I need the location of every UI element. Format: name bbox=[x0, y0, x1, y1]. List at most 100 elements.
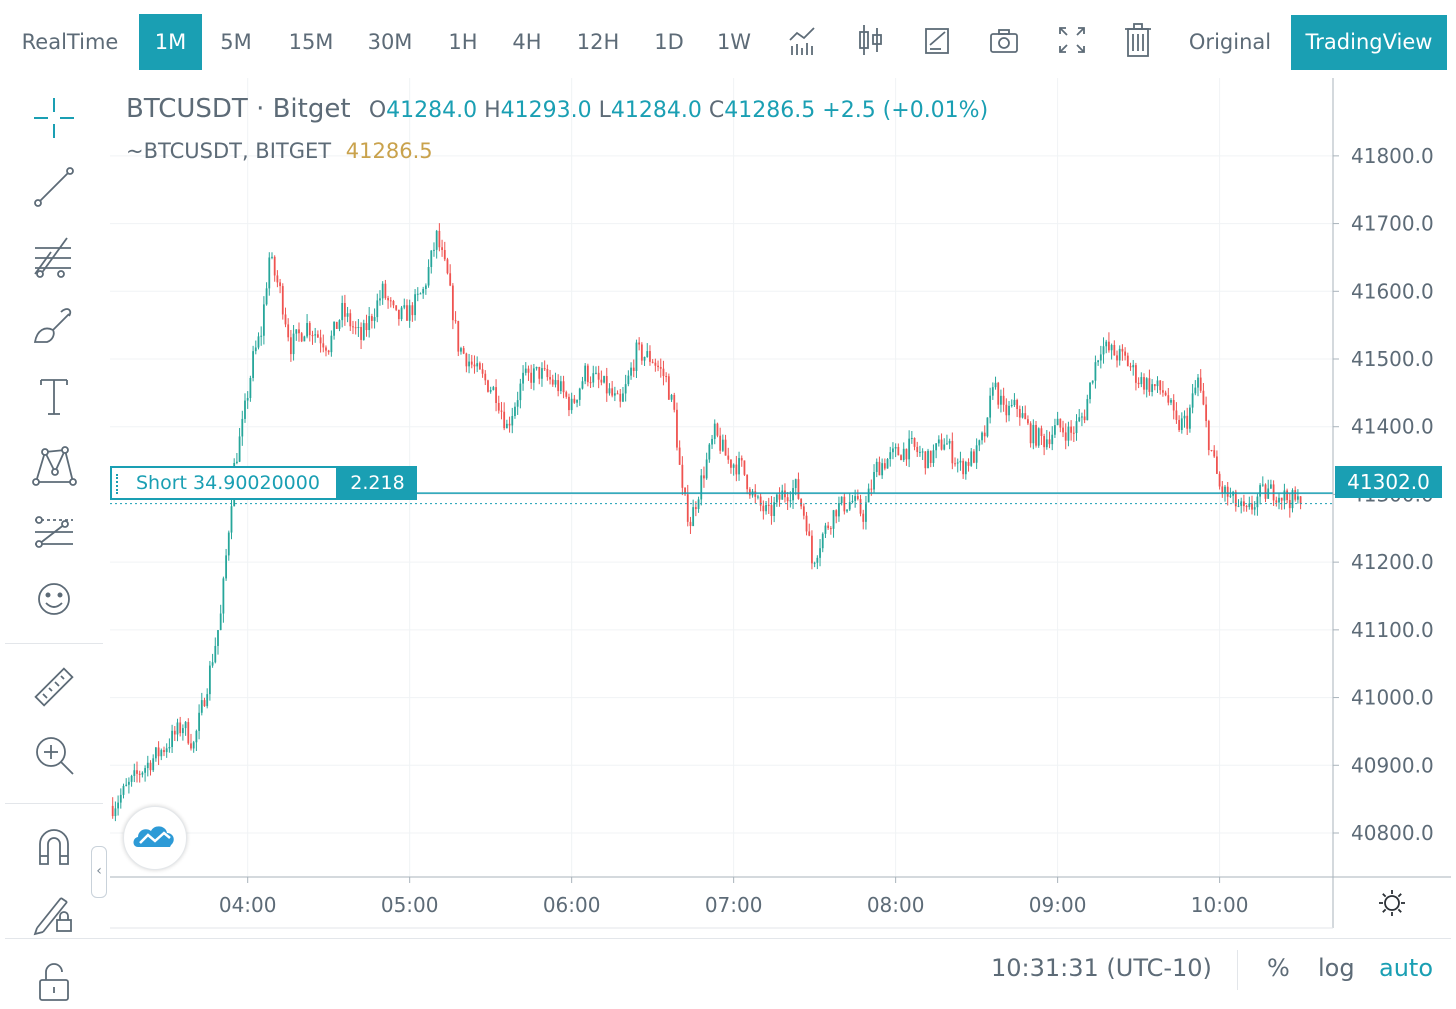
candle-body bbox=[1008, 405, 1010, 416]
candle-body bbox=[875, 461, 878, 473]
auto-toggle[interactable]: auto bbox=[1379, 954, 1434, 982]
indicators-icon[interactable] bbox=[787, 22, 817, 58]
camera-icon[interactable] bbox=[989, 22, 1019, 58]
short-position-qty[interactable]: 2.218 bbox=[338, 466, 417, 500]
candle-body bbox=[187, 722, 190, 744]
candle-body bbox=[195, 730, 198, 743]
candle-body bbox=[335, 321, 338, 329]
candle-body bbox=[541, 368, 543, 379]
candle-body bbox=[1000, 395, 1002, 405]
candle-body bbox=[532, 368, 535, 383]
candle-body bbox=[910, 437, 913, 439]
candle-body bbox=[721, 439, 724, 451]
candle-body bbox=[576, 399, 578, 403]
candle-body bbox=[246, 397, 249, 401]
log-toggle[interactable]: log bbox=[1318, 954, 1355, 982]
settings-gear-icon[interactable] bbox=[1379, 890, 1405, 916]
tradingview-button[interactable]: TradingView bbox=[1291, 15, 1447, 70]
candle-body bbox=[1229, 495, 1232, 497]
interval-1m[interactable]: 1M bbox=[139, 14, 202, 70]
candle-body bbox=[1145, 378, 1148, 390]
candle-body bbox=[1210, 450, 1213, 452]
candle-body bbox=[1143, 377, 1145, 390]
candle-body bbox=[171, 730, 173, 747]
tradingview-logo[interactable] bbox=[123, 806, 187, 870]
candle-body bbox=[824, 525, 827, 534]
percent-toggle[interactable]: % bbox=[1267, 954, 1290, 982]
candle-body bbox=[1207, 421, 1210, 451]
trend-line-icon[interactable] bbox=[31, 164, 77, 210]
candle-body bbox=[973, 451, 975, 463]
candle-body bbox=[554, 380, 557, 385]
candle-body bbox=[192, 742, 195, 749]
original-button[interactable]: Original bbox=[1188, 30, 1272, 54]
edit-icon[interactable] bbox=[923, 22, 953, 58]
interval-realtime[interactable]: RealTime bbox=[21, 30, 119, 54]
candle-body bbox=[854, 496, 857, 501]
pattern-icon[interactable] bbox=[31, 442, 77, 488]
magnet-icon[interactable] bbox=[31, 824, 77, 870]
interval-5m[interactable]: 5M bbox=[220, 30, 252, 54]
candle-body bbox=[740, 458, 743, 461]
lock-drawing-icon[interactable] bbox=[31, 890, 77, 936]
candle-body bbox=[1097, 360, 1100, 363]
candle-body bbox=[924, 451, 927, 469]
candle-body bbox=[511, 416, 514, 426]
candle-body bbox=[651, 361, 654, 363]
fib-icon[interactable] bbox=[31, 234, 77, 280]
candle-body bbox=[792, 488, 794, 501]
interval-1w[interactable]: 1W bbox=[716, 30, 752, 54]
candle-body bbox=[865, 502, 867, 522]
short-position-label[interactable]: Short 34.90020000 bbox=[110, 466, 338, 500]
candle-body bbox=[349, 313, 352, 327]
candle-body bbox=[354, 327, 357, 329]
candle-type-icon[interactable] bbox=[855, 22, 885, 58]
candle-body bbox=[1226, 486, 1229, 497]
candle-body bbox=[173, 730, 176, 735]
clock-timezone[interactable]: 10:31:31 (UTC-10) bbox=[991, 954, 1212, 982]
unlock-icon[interactable] bbox=[31, 958, 77, 1004]
interval-1h[interactable]: 1H bbox=[448, 30, 478, 54]
candle-body bbox=[1183, 415, 1186, 419]
collapse-sidebar-button[interactable]: ‹ bbox=[91, 846, 107, 898]
candle-body bbox=[1062, 427, 1064, 433]
candle-body bbox=[1245, 506, 1248, 508]
text-icon[interactable] bbox=[31, 374, 77, 420]
interval-1d[interactable]: 1D bbox=[654, 30, 684, 54]
prediction-icon[interactable] bbox=[31, 510, 77, 556]
candle-body bbox=[878, 461, 881, 476]
zoom-in-icon[interactable] bbox=[31, 732, 77, 778]
candle-body bbox=[1110, 345, 1113, 351]
interval-4h[interactable]: 4H bbox=[512, 30, 542, 54]
candle-body bbox=[1275, 500, 1278, 503]
brush-icon[interactable] bbox=[31, 304, 77, 350]
drag-handle[interactable] bbox=[116, 474, 118, 494]
candle-body bbox=[1005, 404, 1008, 416]
candle-body bbox=[1202, 390, 1205, 405]
candle-body bbox=[789, 500, 792, 502]
candle-body bbox=[489, 390, 492, 392]
crosshair-icon[interactable] bbox=[31, 95, 77, 141]
interval-30m[interactable]: 30M bbox=[367, 30, 413, 54]
candle-body bbox=[133, 770, 136, 776]
low-label: L bbox=[598, 98, 611, 123]
candle-body bbox=[1013, 399, 1016, 405]
candle-body bbox=[395, 305, 398, 310]
emoji-icon[interactable] bbox=[31, 576, 77, 622]
candle-body bbox=[956, 462, 959, 464]
candle-body bbox=[659, 367, 662, 369]
candle-body bbox=[127, 781, 130, 785]
fullscreen-icon[interactable] bbox=[1057, 22, 1087, 58]
candle-body bbox=[214, 645, 217, 663]
candle-body bbox=[851, 500, 854, 503]
candle-body bbox=[1191, 393, 1194, 408]
candle-body bbox=[781, 490, 784, 500]
trash-icon[interactable] bbox=[1123, 22, 1153, 58]
interval-12h[interactable]: 12H bbox=[576, 30, 620, 54]
candle-body bbox=[589, 382, 592, 384]
candle-body bbox=[1083, 416, 1086, 421]
candle-body bbox=[433, 249, 435, 251]
candle-body bbox=[657, 365, 659, 368]
interval-15m[interactable]: 15M bbox=[288, 30, 334, 54]
ruler-icon[interactable] bbox=[31, 664, 77, 710]
